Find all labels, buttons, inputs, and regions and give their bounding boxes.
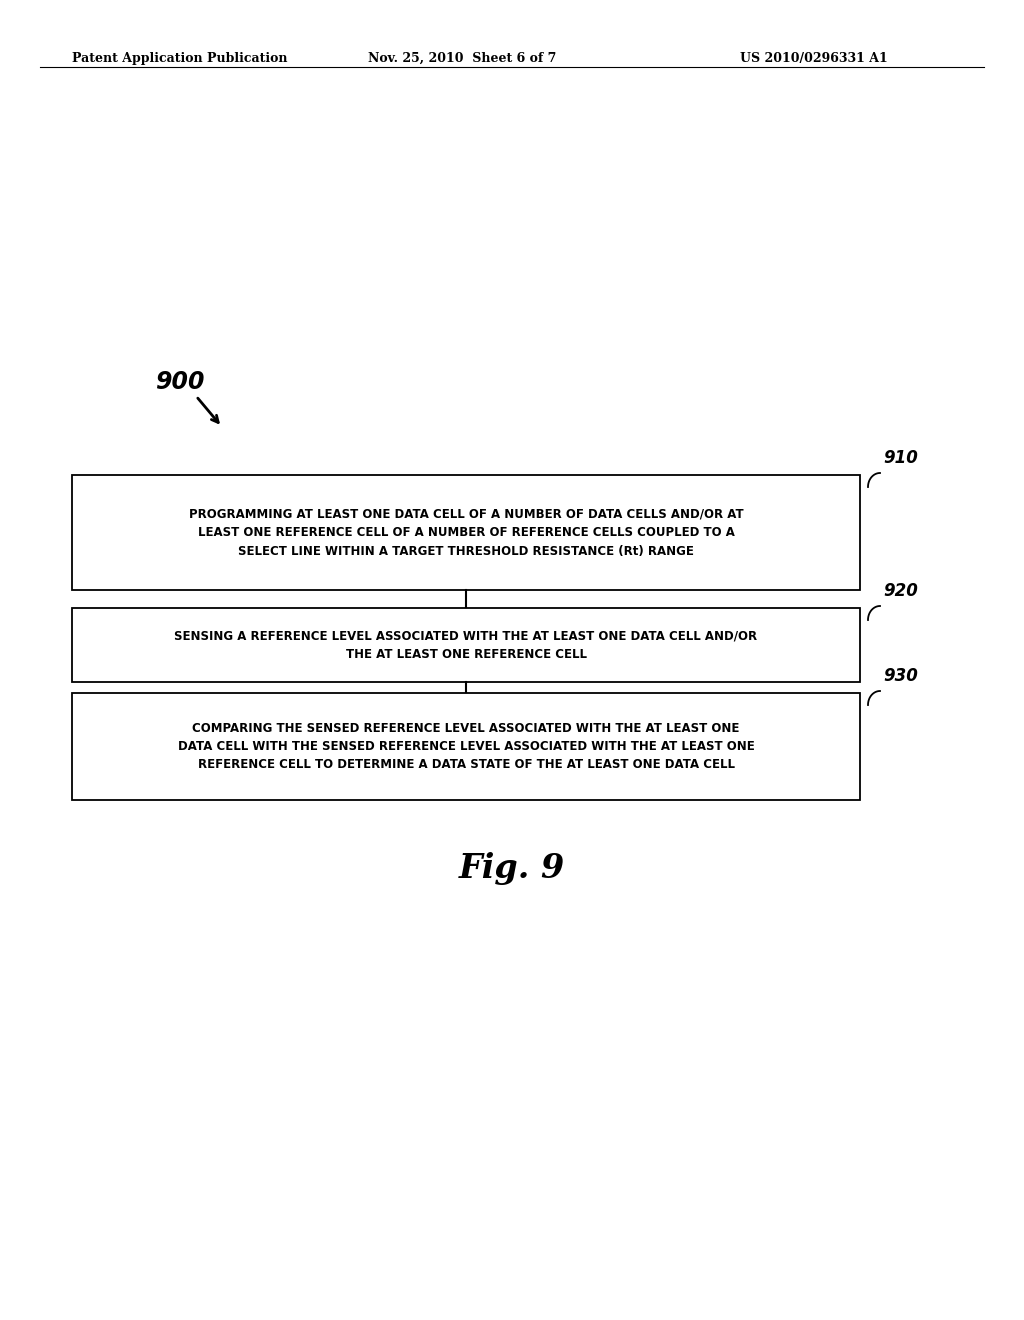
Text: Nov. 25, 2010  Sheet 6 of 7: Nov. 25, 2010 Sheet 6 of 7 <box>368 51 556 65</box>
Text: 900: 900 <box>155 370 205 393</box>
Text: US 2010/0296331 A1: US 2010/0296331 A1 <box>740 51 888 65</box>
Text: Patent Application Publication: Patent Application Publication <box>72 51 288 65</box>
Bar <box>72 475 860 590</box>
Text: COMPARING THE SENSED REFERENCE LEVEL ASSOCIATED WITH THE AT LEAST ONE
DATA CELL : COMPARING THE SENSED REFERENCE LEVEL ASS… <box>177 722 755 771</box>
Text: 920: 920 <box>883 582 918 601</box>
Text: Fig. 9: Fig. 9 <box>459 851 565 884</box>
Text: 930: 930 <box>883 667 918 685</box>
Text: SENSING A REFERENCE LEVEL ASSOCIATED WITH THE AT LEAST ONE DATA CELL AND/OR
THE : SENSING A REFERENCE LEVEL ASSOCIATED WIT… <box>174 630 758 661</box>
Bar <box>72 609 860 682</box>
Text: 910: 910 <box>883 449 918 467</box>
Bar <box>72 693 860 800</box>
Text: PROGRAMMING AT LEAST ONE DATA CELL OF A NUMBER OF DATA CELLS AND/OR AT
LEAST ONE: PROGRAMMING AT LEAST ONE DATA CELL OF A … <box>188 507 743 557</box>
